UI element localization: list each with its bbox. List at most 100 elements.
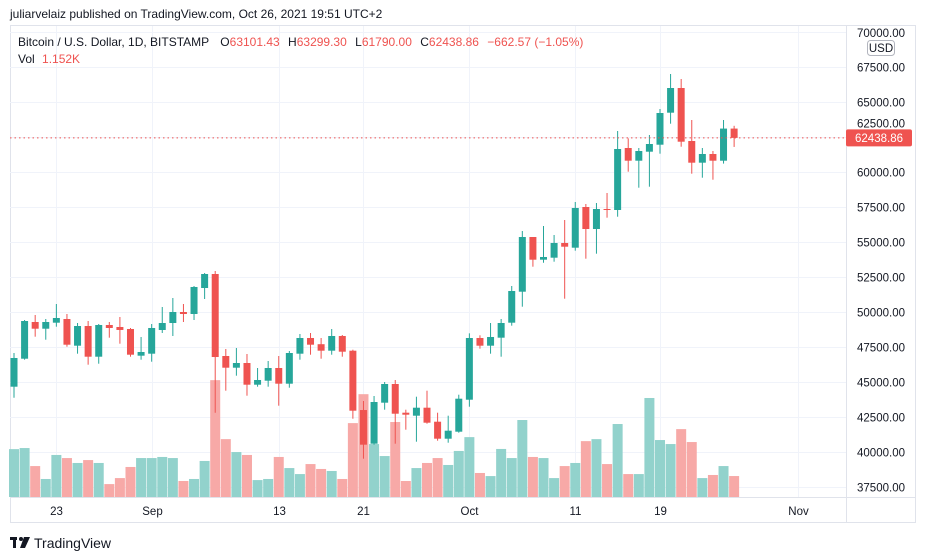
volume-bar xyxy=(61,458,72,497)
candle xyxy=(550,235,558,262)
candle-body xyxy=(656,113,664,145)
candle xyxy=(74,323,82,354)
volume-bar xyxy=(305,464,316,497)
candle-body xyxy=(105,324,113,328)
candle xyxy=(84,321,92,365)
price-tick-label: 67500.00 xyxy=(857,63,905,75)
candle-body xyxy=(624,148,632,161)
candle xyxy=(381,382,389,410)
volume-bar xyxy=(199,460,210,497)
volume-bar xyxy=(263,478,274,497)
volume-bar xyxy=(252,480,263,497)
candle-body xyxy=(338,335,346,352)
volume-bar xyxy=(104,484,115,497)
volume-bar xyxy=(294,474,305,497)
volume-bar xyxy=(623,474,634,497)
volume-label: Vol xyxy=(18,52,35,66)
candle xyxy=(307,332,315,355)
volume-bar xyxy=(241,454,252,497)
volume-bar xyxy=(114,478,125,497)
high-label: H xyxy=(288,35,297,49)
legend-ohlc: Bitcoin / U.S. Dollar, 1D, BITSTAMP O631… xyxy=(18,35,583,49)
volume-bar xyxy=(19,448,30,497)
volume-bar xyxy=(654,440,665,497)
price-tick-label: 37500.00 xyxy=(857,483,905,495)
volume-bar xyxy=(506,458,517,497)
volume-bar xyxy=(30,466,41,497)
volume-bar xyxy=(284,468,295,497)
candle xyxy=(254,368,262,387)
volume-bar xyxy=(347,423,358,497)
volume-bar xyxy=(453,450,464,497)
time-axis[interactable]: 23 Sep 13 21 Oct 11 19 Nov xyxy=(50,506,809,518)
low-value: 61790.00 xyxy=(362,35,412,49)
volume-bar xyxy=(379,456,390,497)
tradingview-logo[interactable]: TradingView xyxy=(10,535,112,551)
volume-bar xyxy=(273,456,284,497)
time-tick-label: Nov xyxy=(788,506,809,518)
candle xyxy=(52,304,60,327)
candle-body xyxy=(582,207,590,230)
price-axis[interactable]: 70000.00 67500.00 65000.00 62500.00 60000.00… xyxy=(857,28,905,495)
candle-body xyxy=(391,384,399,414)
time-tick-label: 11 xyxy=(570,506,582,518)
time-tick-label: 19 xyxy=(654,506,667,518)
price-tick-label: 47500.00 xyxy=(857,343,905,355)
last-price-value: 62438.86 xyxy=(855,133,903,145)
volume-bar xyxy=(51,454,62,497)
candle xyxy=(42,319,50,340)
candle xyxy=(720,119,728,164)
volume-bar xyxy=(697,478,708,497)
candle-body xyxy=(74,326,82,346)
candle xyxy=(126,327,134,357)
candle xyxy=(677,78,685,147)
candle-body xyxy=(635,151,643,161)
candle-body xyxy=(444,430,452,439)
candle xyxy=(540,225,547,263)
candle-body xyxy=(402,412,410,415)
volume-bar xyxy=(464,437,475,497)
candle xyxy=(264,361,272,387)
candle-body xyxy=(254,379,262,385)
candle-body xyxy=(285,353,293,384)
candle-body xyxy=(614,148,622,210)
volume-bar xyxy=(443,464,454,497)
publisher-line: juliarvelaiz published on TradingView.co… xyxy=(9,7,383,21)
price-tick-label: 52500.00 xyxy=(857,273,905,285)
chart-frame xyxy=(10,25,916,523)
volume-bar xyxy=(337,478,348,497)
candle-body xyxy=(328,335,336,351)
volume-bar xyxy=(602,464,613,497)
candle xyxy=(645,134,653,187)
volume-bar xyxy=(9,449,19,497)
candle xyxy=(328,328,336,355)
candle xyxy=(476,335,484,349)
volume-bar xyxy=(411,468,422,497)
volume-bar xyxy=(496,448,507,497)
candle xyxy=(529,237,537,267)
volume-bar xyxy=(316,468,327,497)
price-tick-label: 60000.00 xyxy=(857,168,905,180)
candle-body xyxy=(243,363,251,385)
candle-body xyxy=(148,327,156,354)
volume-bar xyxy=(559,466,570,497)
volume-bar xyxy=(538,458,549,497)
legend: Bitcoin / U.S. Dollar, 1D, BITSTAMP O631… xyxy=(18,35,583,66)
candle-body xyxy=(677,88,685,142)
candle-body xyxy=(10,358,18,387)
volume-bar xyxy=(178,480,189,497)
candle-body xyxy=(667,88,675,113)
price-tick-label: 65000.00 xyxy=(857,98,905,110)
time-tick-label: 23 xyxy=(50,506,63,518)
volume-bar xyxy=(580,441,591,497)
candle-body xyxy=(63,319,71,345)
candle-body xyxy=(698,153,706,163)
price-tick-label: 42500.00 xyxy=(857,413,905,425)
usd-badge[interactable]: USD xyxy=(867,40,895,56)
candle xyxy=(359,400,367,459)
candle xyxy=(349,349,357,419)
candle-body xyxy=(529,237,537,260)
price-tick-label: 45000.00 xyxy=(857,378,905,390)
tradingview-logo-text: TradingView xyxy=(34,535,112,551)
